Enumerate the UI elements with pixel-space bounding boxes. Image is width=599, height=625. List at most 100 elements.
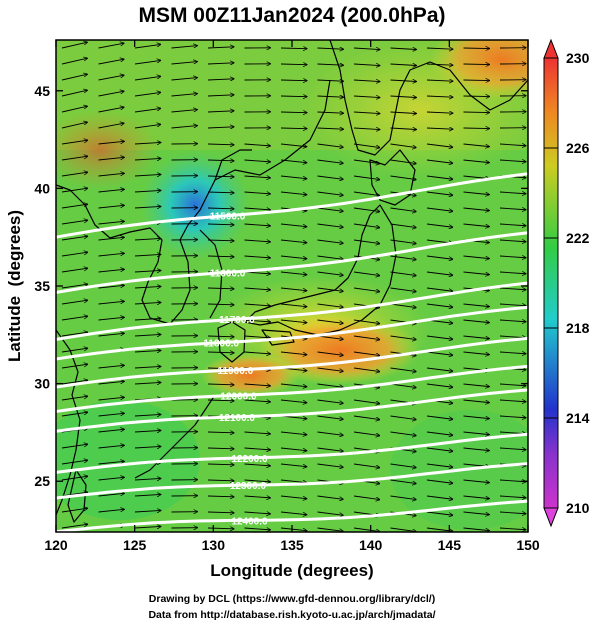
wind-arrow — [280, 303, 307, 307]
wind-arrow — [134, 92, 161, 97]
wind-arrow — [463, 335, 490, 339]
wind-arrow — [280, 463, 307, 467]
wind-arrow — [463, 351, 490, 355]
wind-arrow — [244, 320, 271, 322]
height-contour-line — [56, 364, 528, 413]
wind-arrow — [134, 190, 161, 192]
wind-arrow — [353, 319, 380, 324]
wind-arrow — [426, 351, 453, 355]
wind-arrow — [134, 238, 161, 240]
colorbar-gradient — [543, 57, 559, 509]
wind-arrow — [499, 416, 526, 418]
wind-arrow — [61, 364, 88, 369]
wind-arrow — [134, 254, 161, 256]
wind-arrow — [353, 495, 380, 500]
wind-arrow — [499, 320, 526, 322]
wind-arrow — [244, 336, 271, 338]
wind-arrow — [207, 336, 234, 337]
x-tick-label: 135 — [280, 537, 304, 553]
wind-arrow — [207, 192, 234, 193]
wind-arrow — [244, 160, 271, 162]
x-tick-label: 145 — [438, 537, 462, 553]
wind-arrow — [61, 236, 88, 241]
colorbar-tick-label: 210 — [566, 500, 590, 516]
wind-arrow — [499, 192, 526, 194]
wind-arrow — [207, 448, 234, 449]
y-axis-label: Latitude (degrees) — [5, 210, 24, 362]
wind-arrow — [207, 464, 234, 465]
wind-arrow — [207, 224, 234, 225]
wind-arrow — [317, 64, 344, 65]
y-tick-label: 25 — [34, 473, 50, 489]
wind-arrow — [317, 335, 344, 339]
wind-arrow — [207, 480, 234, 481]
wind-arrow — [317, 223, 344, 227]
wind-arrow — [390, 175, 417, 180]
wind-arrow — [134, 76, 161, 81]
wind-arrow — [280, 96, 307, 97]
wind-arrow — [98, 333, 125, 337]
wind-arrow — [244, 192, 271, 194]
wind-arrow — [244, 528, 271, 530]
wind-arrow — [244, 400, 271, 402]
wind-arrow — [463, 128, 490, 129]
wind-arrow — [98, 189, 125, 193]
wind-arrow — [98, 269, 125, 273]
coastline-honshu — [244, 204, 397, 336]
wind-arrow — [244, 208, 271, 210]
wind-arrow — [134, 174, 161, 176]
wind-arrow — [98, 205, 125, 209]
wind-arrow — [134, 206, 161, 208]
wind-arrow — [426, 255, 453, 259]
wind-arrow — [134, 334, 161, 336]
wind-arrow — [244, 304, 271, 306]
wind-arrow — [98, 221, 125, 225]
coastline-china-korea — [56, 149, 252, 325]
wind-arrow — [426, 80, 453, 81]
wind-arrow — [134, 350, 161, 352]
wind-arrow — [207, 496, 234, 497]
wind-arrow — [390, 48, 417, 50]
contour-label: 11700.0 — [219, 315, 255, 326]
wind-arrow — [463, 207, 490, 211]
wind-arrow — [61, 122, 87, 129]
wind-arrow — [134, 382, 161, 384]
wind-arrow — [98, 509, 125, 513]
wind-arrow — [390, 96, 417, 98]
wind-arrow — [280, 80, 307, 81]
wind-arrow — [61, 300, 88, 305]
coastline-kyushu — [217, 321, 246, 363]
contour-label: 11500.0 — [210, 212, 246, 223]
wind-arrow — [463, 143, 490, 147]
wind-arrow — [317, 303, 344, 307]
wind-arrow — [317, 191, 344, 195]
wind-arrow — [390, 335, 417, 340]
wind-arrow — [244, 432, 271, 434]
wind-arrow — [390, 159, 417, 164]
wind-arrow — [353, 207, 380, 212]
y-tick-label: 30 — [34, 376, 50, 392]
contour-label: 12100.0 — [219, 413, 256, 424]
wind-arrow — [426, 431, 453, 435]
wind-arrow — [317, 48, 344, 49]
wind-arrow — [317, 367, 344, 371]
wind-arrow — [390, 479, 417, 484]
wind-arrow — [353, 112, 380, 114]
wind-arrow — [61, 284, 88, 289]
wind-arrow — [61, 172, 88, 177]
wind-arrow — [390, 415, 417, 420]
wind-arrow — [61, 348, 88, 353]
wind-arrow — [244, 224, 271, 226]
wind-arrow — [171, 78, 198, 81]
wind-arrow — [353, 159, 380, 164]
wind-arrow — [463, 80, 490, 81]
contour-label: 12300.0 — [230, 481, 267, 492]
wind-arrow — [134, 124, 161, 129]
wind-arrow — [171, 110, 198, 113]
wind-arrow — [426, 287, 453, 291]
colorbar-tick-label: 230 — [566, 50, 590, 66]
wind-arrow — [207, 111, 234, 112]
wind-arrow — [426, 495, 453, 499]
wind-arrow — [61, 204, 88, 209]
